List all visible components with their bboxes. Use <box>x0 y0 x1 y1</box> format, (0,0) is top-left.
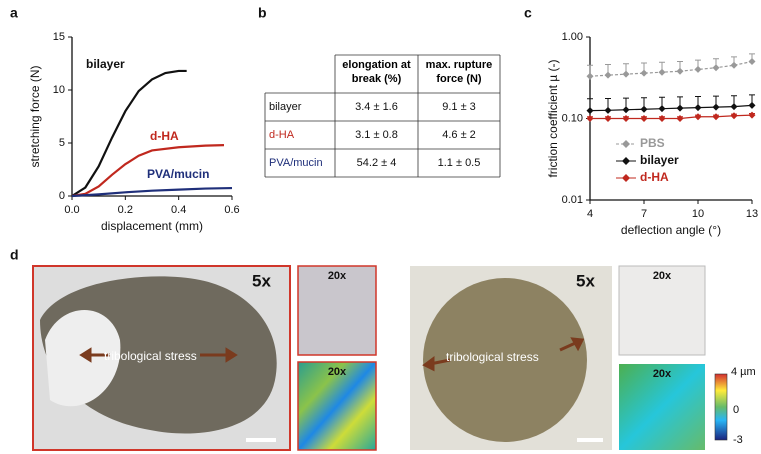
point <box>587 115 594 122</box>
point <box>641 70 648 77</box>
point <box>713 64 720 71</box>
x-tick-label: 0.0 <box>64 204 79 216</box>
table-cell: 1.1 ± 0.5 <box>438 157 481 169</box>
y-tick-label: 0 <box>59 190 65 202</box>
annotation: tribological stress <box>446 350 539 364</box>
point <box>677 115 684 122</box>
point <box>587 107 594 114</box>
y-tick-label: 1.00 <box>562 31 583 43</box>
point <box>659 69 666 76</box>
magnification: 5x <box>252 271 271 290</box>
point <box>659 105 666 112</box>
y-tick-label: 5 <box>59 137 65 149</box>
point <box>623 106 630 113</box>
table-header-text: elongation at break (%) <box>338 58 415 86</box>
table-cell: 3.1 ± 0.8 <box>355 129 398 141</box>
legend-label: PBS <box>640 136 665 150</box>
figure: a b c d 5x tribological stress 20x 20x 5… <box>0 0 761 454</box>
x-tick-label: 4 <box>587 208 593 220</box>
point <box>623 115 630 122</box>
table-cell: 3.4 ± 1.6 <box>355 101 398 113</box>
colorbar-label: 0 <box>733 404 739 416</box>
point <box>605 115 612 122</box>
micrographs: 5x tribological stress 20x 20x 5x tribol… <box>33 266 756 450</box>
x-axis-label: displacement (mm) <box>101 219 203 233</box>
line <box>590 115 752 118</box>
point <box>749 102 756 109</box>
table-header-text: max. rupture force (N) <box>421 58 497 86</box>
point <box>605 72 612 79</box>
table-cell: 9.1 ± 3 <box>442 101 476 113</box>
y-tick-label: 0.01 <box>562 194 583 206</box>
point <box>731 112 738 119</box>
table-header: elongation at break (%) <box>338 58 415 92</box>
point <box>749 58 756 65</box>
y-axis-label: friction coefficient µ (-) <box>546 59 560 177</box>
annotation: tribological stress <box>104 349 197 363</box>
x-tick-label: 7 <box>641 208 647 220</box>
row-label: bilayer <box>269 101 302 113</box>
point <box>623 71 630 78</box>
panel-label: d <box>10 247 19 263</box>
line <box>590 105 752 110</box>
magnification: 20x <box>328 366 347 378</box>
line <box>590 62 752 77</box>
magnification: 20x <box>328 270 347 282</box>
x-tick-label: 13 <box>746 208 758 220</box>
panel-label: c <box>524 5 532 21</box>
legend-label: d-HA <box>640 170 669 184</box>
magnification: 20x <box>653 368 672 380</box>
legend-label: bilayer <box>640 153 679 167</box>
point <box>731 62 738 69</box>
point <box>605 107 612 114</box>
point <box>587 73 594 80</box>
x-tick-label: 0.6 <box>224 204 239 216</box>
y-axis-label: stretching force (N) <box>28 65 42 167</box>
scale-bar <box>577 438 603 442</box>
point <box>713 113 720 120</box>
point <box>677 105 684 112</box>
y-tick-label: 15 <box>53 31 65 43</box>
scale-bar <box>246 438 276 442</box>
colorbar-label: -3 <box>733 434 743 446</box>
point <box>749 112 756 119</box>
x-tick-label: 0.4 <box>171 204 186 216</box>
panel-label: b <box>258 5 267 21</box>
point <box>695 66 702 73</box>
point <box>659 115 666 122</box>
colorbar-label: 4 µm <box>731 366 756 378</box>
series-label: bilayer <box>86 57 125 71</box>
panel-label: a <box>10 5 18 21</box>
magnification: 5x <box>576 271 595 290</box>
point <box>695 104 702 111</box>
x-tick-label: 10 <box>692 208 704 220</box>
line <box>72 188 232 196</box>
x-tick-label: 0.2 <box>118 204 133 216</box>
table-cell: 54.2 ± 4 <box>357 157 397 169</box>
series-label: d-HA <box>150 129 179 143</box>
table-header: max. rupture force (N) <box>421 58 497 92</box>
point <box>713 104 720 111</box>
magnification: 20x <box>653 270 672 282</box>
row-label: PVA/mucin <box>269 157 323 169</box>
row-label: d-HA <box>269 129 295 141</box>
legend-marker <box>622 157 630 165</box>
colorbar <box>715 374 727 440</box>
point <box>731 103 738 110</box>
point <box>677 68 684 75</box>
point <box>695 113 702 120</box>
point <box>641 106 648 113</box>
y-tick-label: 10 <box>53 84 65 96</box>
point <box>641 115 648 122</box>
x-axis-label: deflection angle (°) <box>621 223 721 237</box>
table-cell: 4.6 ± 2 <box>442 129 476 141</box>
y-tick-label: 0.10 <box>562 112 583 124</box>
legend-marker <box>622 140 630 148</box>
series-label: PVA/mucin <box>147 167 209 181</box>
legend-marker <box>622 174 630 182</box>
